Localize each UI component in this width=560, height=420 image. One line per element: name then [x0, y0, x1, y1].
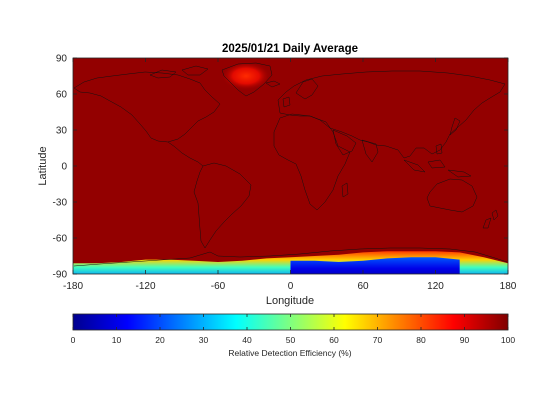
x-tick-label: 180 — [500, 281, 517, 292]
colorbar-tick-label: 70 — [373, 335, 383, 345]
y-tick-label: 30 — [56, 126, 68, 137]
x-tick-label: -120 — [135, 281, 155, 292]
colorbar-tick-label: 100 — [501, 335, 515, 345]
x-axis: -180 -120 -60 0 60 120 180 — [63, 58, 517, 292]
y-tick-label: 0 — [61, 162, 67, 173]
heatmap-background — [73, 58, 508, 274]
colorbar-tick-label: 60 — [329, 335, 339, 345]
colorbar-tick-label: 0 — [71, 335, 76, 345]
coastlines — [73, 62, 508, 267]
colorbar-tick-label: 90 — [460, 335, 470, 345]
y-axis: 90 60 30 0 -30 -60 -90 — [53, 54, 508, 281]
x-tick-label: -60 — [211, 281, 226, 292]
colorbar-label: Relative Detection Efficiency (%) — [228, 348, 351, 358]
x-tick-label: 60 — [357, 281, 369, 292]
heatmap-greenland-anomaly — [222, 62, 270, 90]
colorbar-tick-label: 50 — [286, 335, 296, 345]
x-tick-label: 120 — [427, 281, 444, 292]
colorbar: 0 10 20 30 40 50 60 70 80 90 100 Relative Detectio… — [71, 313, 515, 358]
colorbar-tick-label: 80 — [416, 335, 426, 345]
colorbar-tick-label: 10 — [112, 335, 122, 345]
y-tick-label: -30 — [53, 198, 68, 209]
y-tick-label: 90 — [56, 54, 68, 65]
y-tick-label: 60 — [56, 90, 68, 101]
colorbar-tick-label: 20 — [155, 335, 165, 345]
colorbar-tick-label: 40 — [242, 335, 252, 345]
y-tick-label: -90 — [53, 270, 68, 281]
colorbar-ticks: 0 10 20 30 40 50 60 70 80 90 100 — [71, 314, 515, 345]
heatmap-antarctic-low-core — [290, 257, 460, 274]
colorbar-tick-label: 30 — [199, 335, 209, 345]
chart-title: 2025/01/21 Daily Average — [222, 43, 358, 55]
x-axis-label: Longitude — [266, 295, 314, 307]
y-axis-label: Latitude — [37, 146, 49, 185]
x-tick-label: 0 — [288, 281, 294, 292]
y-tick-label: -60 — [53, 234, 68, 245]
x-tick-label: -180 — [63, 281, 83, 292]
plot-area — [73, 58, 508, 274]
